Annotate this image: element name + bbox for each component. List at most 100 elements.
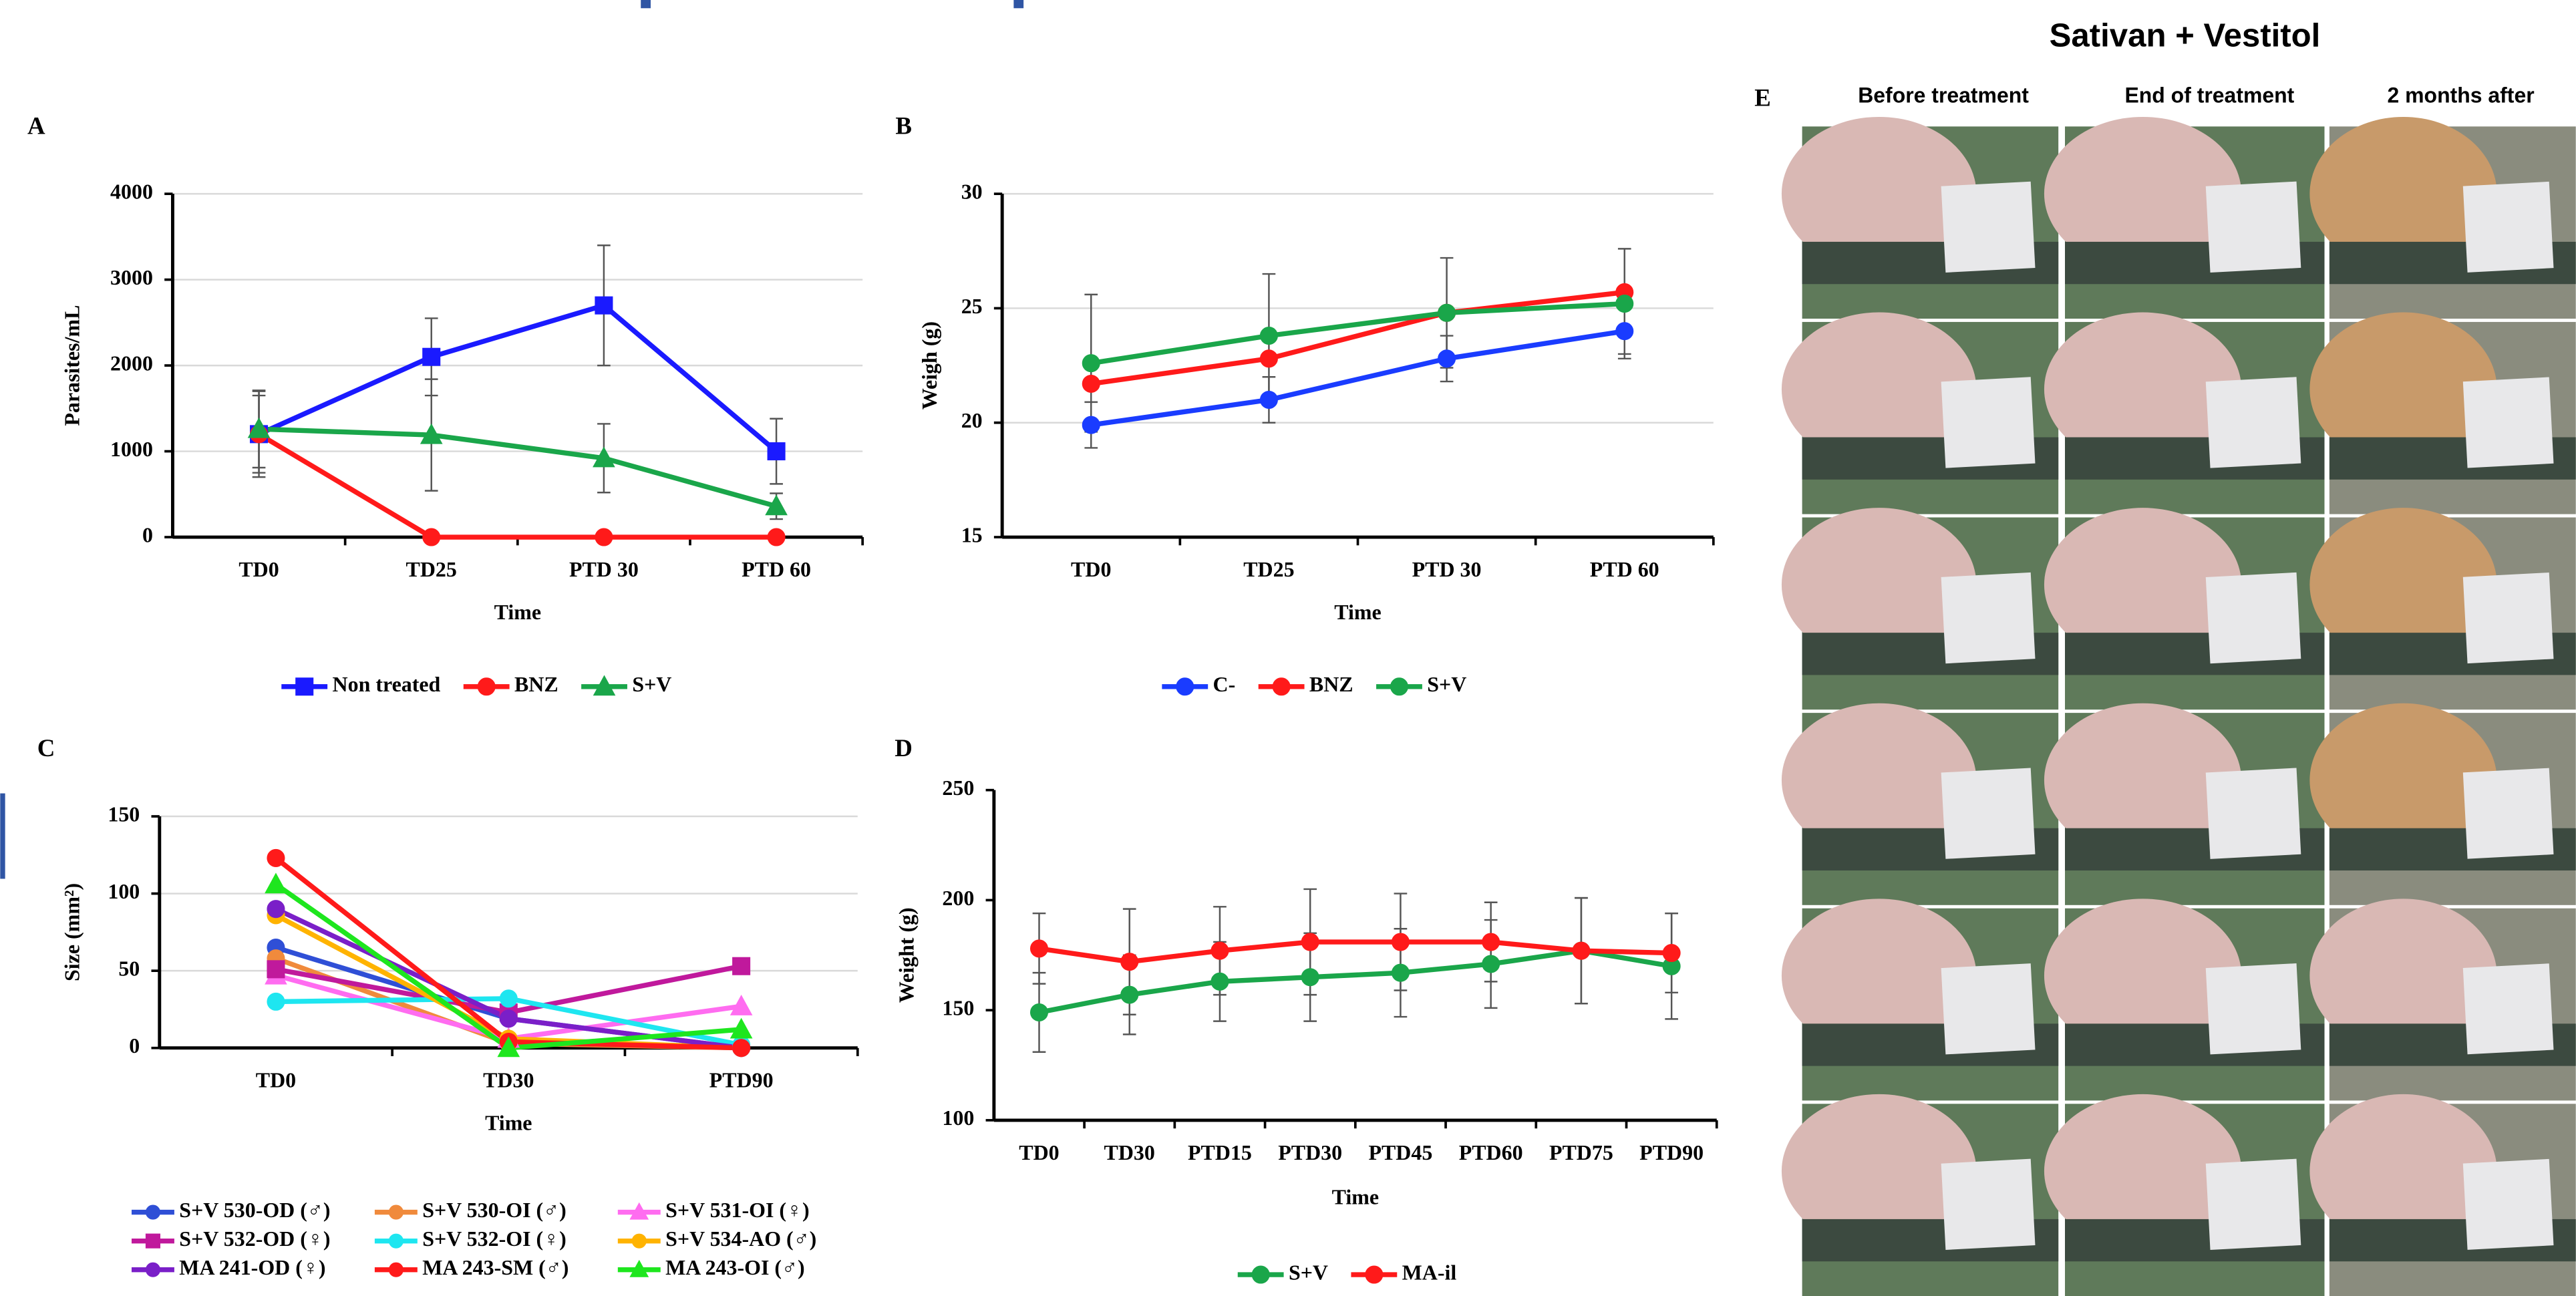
y-tick-label: 2000 [110,351,153,375]
x-axis-title: Time [494,601,541,624]
legend-label: S+V 530-OI (♂) [422,1198,567,1222]
photo-card [1941,1158,2036,1250]
panel-label: E [1754,84,1771,111]
marker [593,675,616,696]
marker [295,677,314,696]
legend-item: S+V 530-OD (♂) [131,1198,331,1222]
marker [1176,677,1194,696]
legend-label: S+V 531-OI (♀) [665,1198,810,1222]
legend-label: S+V 530-OD (♂) [179,1198,330,1222]
photo-subject [2309,508,2497,662]
photo [2309,116,2576,319]
marker [1211,941,1229,960]
decoration [1013,0,1024,9]
photo-subject [1781,116,1977,271]
photo [1781,116,2059,319]
marker [1082,374,1100,393]
series-line [257,432,777,540]
x-tick-label: PTD75 [1549,1141,1613,1164]
photo-subject [2309,312,2497,466]
photo [2044,116,2325,319]
decoration [641,0,651,9]
x-tick-label: TD0 [256,1069,296,1092]
marker [595,528,613,546]
marker [1120,985,1139,1004]
panel-label: D [895,734,913,762]
photo-subject [1781,703,1977,857]
legend: C- BNZ S+V [1162,673,1466,696]
y-tick-label: 30 [961,180,983,203]
legend-item: MA 243-OI (♂) [617,1256,805,1279]
photo-card [2205,377,2301,468]
column-header: 2 months after [2388,84,2535,108]
series-line [258,303,778,454]
photo [2309,508,2576,710]
marker [1259,349,1278,368]
y-tick-label: 200 [942,886,974,910]
marker [1438,303,1456,322]
y-tick-label: 100 [108,880,140,903]
x-tick-label: TD25 [1243,558,1294,581]
series-line [259,426,778,509]
marker [388,1262,404,1277]
legend-item: S+V 531-OI (♀) [617,1198,810,1222]
marker [1615,322,1634,341]
legend-label: S+V 532-OI (♀) [422,1227,567,1251]
marker [1029,1003,1049,1021]
marker [730,994,753,1015]
photo-card [1941,963,2036,1055]
photo-subject [2044,508,2242,662]
photo-card [2462,573,2554,664]
marker [1482,955,1500,973]
x-tick-label: PTD 60 [742,558,811,581]
photo-card [2205,768,2301,859]
photo-subject [2044,899,2242,1053]
photo-card [1941,572,2036,664]
marker [145,1262,161,1277]
x-tick-label: PTD30 [1278,1141,1342,1164]
photo-card [2462,963,2554,1055]
legend-label: BNZ [1309,673,1353,696]
legend-item: S+V 530-OI (♂) [374,1198,567,1222]
legend-label: C- [1213,673,1236,696]
marker [631,1233,647,1249]
marker [1662,943,1681,963]
y-axis-title: Weight (g) [895,907,918,1003]
legend-label: S+V [632,673,671,696]
legend-item: S+V 532-OD (♀) [131,1227,331,1251]
legend-label: MA 241-OD (♀) [179,1256,325,1279]
photo [1781,703,2059,905]
marker [477,677,496,696]
marker [145,1204,161,1220]
y-tick-label: 50 [118,957,140,980]
photo [1781,1094,2059,1296]
x-tick-label: PTD 30 [569,558,639,581]
y-tick-label: 20 [961,409,983,432]
y-tick-label: 150 [942,996,974,1019]
legend-label: MA 243-SM (♂) [422,1256,569,1279]
photo-card [2205,181,2301,273]
photo-subject [2044,703,2242,857]
marker [267,960,285,979]
marker [1391,933,1410,951]
marker [267,992,285,1011]
marker [767,442,786,461]
y-axis-title: Size (mm²) [60,883,84,981]
legend-label: MA 243-OI (♂) [665,1256,805,1279]
y-tick-label: 25 [961,295,983,318]
marker [1301,933,1319,951]
panel-label: A [27,112,45,139]
x-tick-label: PTD45 [1368,1141,1432,1164]
photo-subject [2044,116,2242,271]
photo [2309,1094,2576,1296]
legend-item: MA 241-OD (♀) [131,1256,326,1279]
marker [732,957,751,975]
marker [1391,963,1410,982]
photo-card [2462,181,2554,273]
x-tick-label: PTD 30 [1412,558,1482,581]
y-axis-title: Weigh (g) [918,321,941,410]
photo-title: Sativan + Vestitol [2050,17,2321,54]
series-line [1038,939,1672,965]
x-tick-label: TD25 [406,558,457,581]
